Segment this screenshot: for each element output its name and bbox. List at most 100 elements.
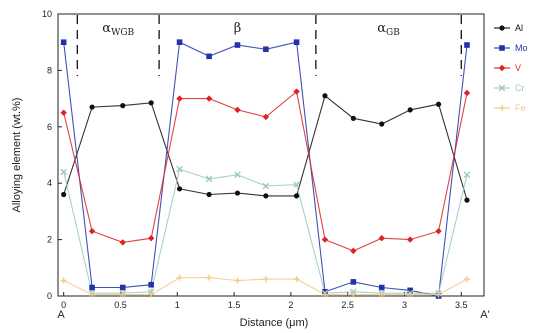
y-axis-title: Alloying element (wt.%) xyxy=(11,98,23,213)
region-label: αWGB xyxy=(102,21,134,38)
data-point-mo xyxy=(293,39,300,45)
series-markers xyxy=(60,39,471,299)
data-point-v xyxy=(119,239,126,246)
data-point-mo xyxy=(464,42,470,48)
data-point-al xyxy=(206,191,212,198)
data-point-v xyxy=(60,109,67,116)
data-point-al xyxy=(464,197,470,203)
legend-label-v: V xyxy=(515,63,521,73)
data-point-mo xyxy=(60,39,67,45)
region-dividers xyxy=(76,15,462,77)
data-point-fe xyxy=(293,276,300,283)
series-line-cr xyxy=(63,168,468,294)
x-tick-label: 2 xyxy=(288,300,293,310)
plot-frame xyxy=(57,13,485,297)
x-tick-label: 3 xyxy=(402,300,407,310)
data-point-fe xyxy=(206,274,213,281)
data-point-fe xyxy=(119,291,126,298)
data-point-v xyxy=(321,236,329,243)
data-point-fe xyxy=(262,276,269,283)
data-point-fe xyxy=(463,276,470,283)
y-axis-ticks: 0 2 4 6 8 10 xyxy=(42,9,62,301)
data-point-v xyxy=(147,234,155,242)
series-lines xyxy=(63,41,468,297)
data-point-v xyxy=(406,236,414,243)
data-point-fe xyxy=(321,291,328,298)
y-tick-label: 2 xyxy=(47,235,52,245)
data-point-al xyxy=(120,103,126,109)
region-label-base: α xyxy=(377,21,386,36)
series-line-mo xyxy=(63,41,468,297)
legend-label-fe: Fe xyxy=(515,103,526,113)
data-point-al xyxy=(379,121,385,127)
data-point-al xyxy=(234,190,241,196)
x-tick-label: 2.5 xyxy=(341,300,354,310)
data-point-v xyxy=(378,234,385,242)
y-tick-label: 10 xyxy=(42,9,52,19)
legend: Al Mo V Cr Fe xyxy=(494,23,528,113)
y-tick-label: 4 xyxy=(47,178,52,188)
data-point-cr xyxy=(262,182,270,190)
data-point-v xyxy=(88,227,96,235)
data-point-al xyxy=(263,193,269,199)
data-point-v xyxy=(176,95,183,102)
y-tick-label: 6 xyxy=(47,122,52,132)
data-point-v xyxy=(205,95,213,102)
data-point-v xyxy=(435,227,442,235)
data-point-v xyxy=(262,113,270,121)
data-point-fe xyxy=(89,291,96,298)
data-point-al xyxy=(407,107,413,113)
data-point-al xyxy=(322,93,328,99)
data-point-mo xyxy=(176,39,183,45)
data-point-mo xyxy=(407,287,413,294)
data-point-cr xyxy=(293,181,300,188)
region-label-base: β xyxy=(234,21,242,36)
data-point-mo xyxy=(378,284,385,291)
data-point-al xyxy=(89,104,95,110)
x-tick-label: 0.5 xyxy=(114,300,127,310)
region-label-subscript: GB xyxy=(386,28,400,38)
x-tick-label: 1.5 xyxy=(228,300,241,310)
data-point-fe xyxy=(60,277,67,284)
data-point-cr xyxy=(60,168,67,176)
legend-label-mo: Mo xyxy=(515,43,528,53)
legend-swatch-marker xyxy=(499,105,505,111)
legend-swatch-marker xyxy=(499,25,505,31)
data-point-cr xyxy=(463,171,471,179)
data-point-cr xyxy=(234,171,241,179)
region-label-subscript: WGB xyxy=(111,28,134,38)
data-point-fe xyxy=(435,291,442,298)
data-point-mo xyxy=(148,281,154,288)
x-tick-label: 0 xyxy=(61,300,66,310)
data-point-v xyxy=(350,247,357,255)
legend-swatch-marker xyxy=(498,64,506,72)
data-point-mo xyxy=(206,53,212,60)
data-point-fe xyxy=(176,274,183,281)
endpoint-end-label: A' xyxy=(480,309,489,321)
data-point-mo xyxy=(263,46,269,53)
data-point-fe xyxy=(407,291,414,298)
region-labels: αWGB β αGB xyxy=(102,21,400,38)
data-point-al xyxy=(61,191,67,198)
region-label-base: α xyxy=(102,21,111,36)
data-point-mo xyxy=(89,284,95,291)
region-label: β xyxy=(234,21,242,36)
series-line-al xyxy=(63,94,468,201)
legend-swatch-marker xyxy=(499,45,505,51)
data-point-mo xyxy=(234,42,241,48)
region-label: αGB xyxy=(377,21,400,38)
data-point-v xyxy=(293,88,300,95)
data-point-fe xyxy=(234,277,241,284)
data-point-al xyxy=(435,101,442,107)
data-point-fe xyxy=(350,291,357,298)
data-point-cr xyxy=(205,175,213,183)
data-point-mo xyxy=(119,284,126,291)
legend-label-al: Al xyxy=(515,23,523,33)
data-point-al xyxy=(176,186,183,192)
y-tick-label: 0 xyxy=(47,291,52,301)
data-point-al xyxy=(350,115,356,121)
data-point-cr xyxy=(176,165,183,173)
data-point-v xyxy=(463,89,471,97)
x-tick-label: 1 xyxy=(175,300,180,310)
x-tick-label: 3.5 xyxy=(455,300,468,310)
